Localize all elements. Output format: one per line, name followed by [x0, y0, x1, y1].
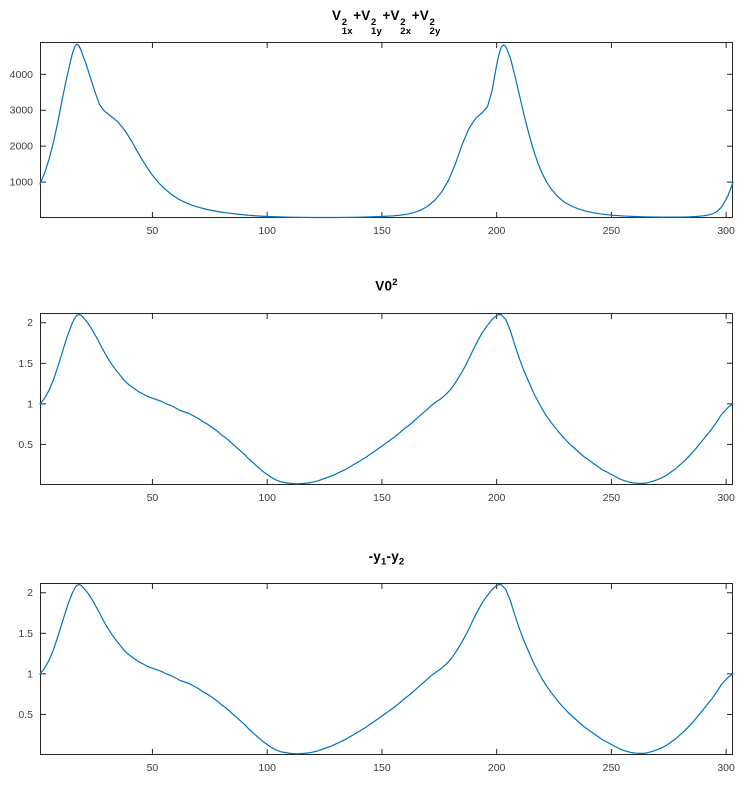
svg-text:1.5: 1.5 [18, 628, 33, 640]
svg-text:0.5: 0.5 [18, 439, 33, 451]
svg-text:50: 50 [147, 492, 159, 504]
svg-text:150: 150 [373, 492, 391, 504]
plot3-title: -y1-y2 [368, 549, 405, 568]
svg-text:1: 1 [27, 398, 33, 410]
svg-text:250: 250 [603, 492, 621, 504]
svg-text:250: 250 [603, 762, 621, 774]
svg-text:200: 200 [488, 225, 506, 237]
plot2-title: V02 [375, 277, 398, 294]
svg-text:50: 50 [147, 762, 159, 774]
svg-text:3000: 3000 [10, 105, 34, 117]
svg-text:50: 50 [147, 225, 159, 237]
plot3-axes: 50 100 150 200 250 300 0.5 1 1.5 2 [18, 583, 735, 774]
svg-text:200: 200 [488, 492, 506, 504]
svg-text:100: 100 [258, 762, 276, 774]
svg-text:300: 300 [717, 762, 735, 774]
plot1-axes: 50 100 150 200 250 300 1000 2000 3000 4000 [10, 42, 735, 237]
svg-text:100: 100 [258, 225, 276, 237]
svg-text:2: 2 [27, 587, 33, 599]
svg-text:1.5: 1.5 [18, 358, 33, 370]
plot1-title: V 2 1x +V 2 1y +V 2 2x +V 2 2y [332, 8, 441, 37]
svg-text:200: 200 [488, 762, 506, 774]
svg-text:0.5: 0.5 [18, 709, 33, 721]
svg-text:2: 2 [27, 317, 33, 329]
svg-text:300: 300 [717, 225, 735, 237]
plot2-axes: 50 100 150 200 250 300 0.5 1 1.5 2 [18, 313, 735, 504]
svg-text:2000: 2000 [10, 141, 34, 153]
svg-text:150: 150 [373, 762, 391, 774]
svg-text:150: 150 [373, 225, 391, 237]
svg-text:1: 1 [27, 668, 33, 680]
svg-text:250: 250 [603, 225, 621, 237]
svg-text:4000: 4000 [10, 69, 34, 81]
svg-text:1000: 1000 [10, 177, 34, 189]
svg-text:100: 100 [258, 492, 276, 504]
svg-text:300: 300 [717, 492, 735, 504]
